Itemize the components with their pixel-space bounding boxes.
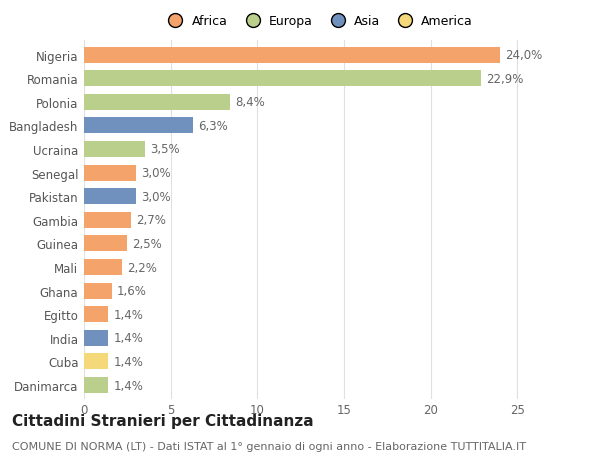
Bar	[84, 377, 108, 393]
Bar	[84, 118, 193, 134]
Bar	[84, 47, 500, 63]
Bar	[84, 71, 481, 87]
Bar	[84, 95, 230, 111]
Text: 8,4%: 8,4%	[235, 96, 265, 109]
Text: 2,2%: 2,2%	[127, 261, 157, 274]
Text: 2,7%: 2,7%	[136, 214, 166, 227]
Text: 1,4%: 1,4%	[113, 331, 143, 345]
Text: 2,5%: 2,5%	[133, 237, 162, 250]
Bar	[84, 236, 127, 252]
Text: 6,3%: 6,3%	[199, 120, 228, 133]
Bar	[84, 165, 136, 181]
Text: 3,0%: 3,0%	[141, 190, 171, 203]
Bar	[84, 353, 108, 369]
Text: Cittadini Stranieri per Cittadinanza: Cittadini Stranieri per Cittadinanza	[12, 413, 314, 428]
Legend: Africa, Europa, Asia, America: Africa, Europa, Asia, America	[163, 15, 473, 28]
Text: 1,4%: 1,4%	[113, 355, 143, 368]
Text: 1,6%: 1,6%	[117, 285, 147, 297]
Text: 3,5%: 3,5%	[150, 143, 179, 156]
Bar	[84, 259, 122, 275]
Bar	[84, 189, 136, 205]
Text: 22,9%: 22,9%	[486, 73, 524, 85]
Bar	[84, 283, 112, 299]
Bar	[84, 213, 131, 228]
Text: 1,4%: 1,4%	[113, 379, 143, 392]
Text: 24,0%: 24,0%	[505, 49, 542, 62]
Text: 3,0%: 3,0%	[141, 167, 171, 179]
Bar	[84, 307, 108, 323]
Bar	[84, 142, 145, 157]
Text: COMUNE DI NORMA (LT) - Dati ISTAT al 1° gennaio di ogni anno - Elaborazione TUTT: COMUNE DI NORMA (LT) - Dati ISTAT al 1° …	[12, 441, 526, 451]
Text: 1,4%: 1,4%	[113, 308, 143, 321]
Bar	[84, 330, 108, 346]
